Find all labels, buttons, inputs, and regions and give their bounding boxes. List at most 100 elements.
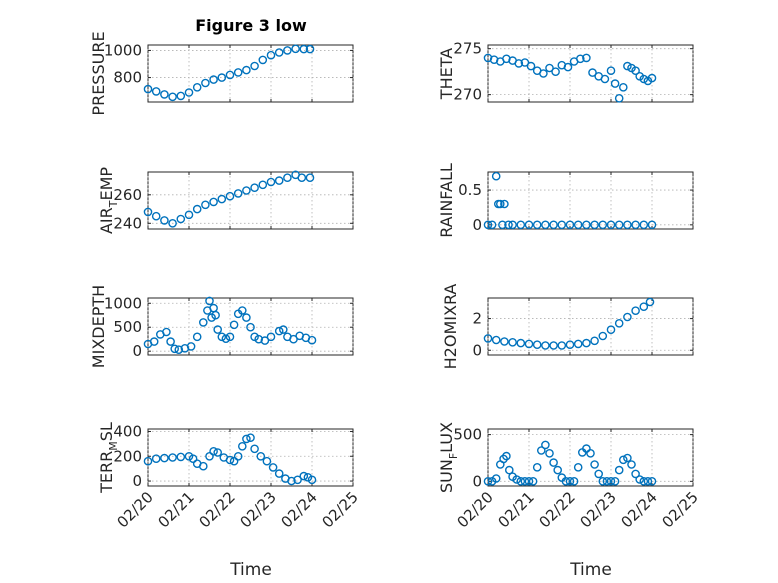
data-point bbox=[647, 220, 657, 230]
data-point bbox=[586, 448, 595, 458]
data-point bbox=[166, 337, 175, 346]
data-point bbox=[623, 453, 632, 463]
data-point bbox=[151, 454, 161, 464]
data-point bbox=[483, 476, 493, 486]
data-point bbox=[168, 92, 177, 102]
data-point bbox=[623, 61, 632, 71]
y-label-subscript: F bbox=[447, 453, 460, 459]
panel-theta: 270 275 THETA bbox=[437, 40, 694, 104]
data-point bbox=[598, 220, 608, 230]
data-point bbox=[614, 94, 624, 103]
data-point bbox=[260, 336, 270, 345]
data-point bbox=[291, 44, 300, 54]
y-axis-label: PRESSURE bbox=[89, 31, 108, 115]
y-axis-label: TERRMSL bbox=[97, 422, 120, 494]
x-ticks bbox=[487, 45, 694, 102]
data-point bbox=[516, 220, 526, 230]
data-point bbox=[600, 74, 610, 84]
data-point bbox=[614, 220, 624, 230]
data-point bbox=[293, 475, 302, 485]
data-point bbox=[233, 68, 243, 77]
data-point bbox=[504, 220, 513, 230]
x-axis-label-left: Time bbox=[229, 560, 272, 580]
data-point bbox=[565, 476, 575, 486]
data-point bbox=[639, 74, 649, 84]
data-point bbox=[508, 220, 517, 230]
data-point bbox=[606, 220, 616, 230]
x-tick-label: 02/22 bbox=[196, 488, 239, 531]
data-point bbox=[647, 476, 657, 486]
y-label-tail: EMP bbox=[97, 167, 116, 201]
y-tick-label: 500 bbox=[453, 426, 482, 444]
data-markers bbox=[143, 296, 317, 355]
x-ticks bbox=[147, 45, 354, 102]
x-tick-label: 02/24 bbox=[618, 488, 661, 531]
data-point bbox=[176, 214, 186, 224]
data-point bbox=[201, 200, 210, 210]
y-tick-label: 800 bbox=[113, 69, 142, 87]
data-point bbox=[209, 197, 218, 207]
data-point bbox=[184, 88, 194, 97]
data-point bbox=[237, 441, 247, 451]
y-ticks: 0 200 400 bbox=[113, 422, 353, 490]
data-point bbox=[545, 448, 554, 458]
y-tick-label: 270 bbox=[453, 86, 482, 104]
data-point bbox=[192, 332, 202, 342]
data-point bbox=[225, 332, 235, 342]
data-point bbox=[237, 306, 247, 315]
data-point bbox=[639, 476, 649, 486]
axes-frame bbox=[147, 428, 354, 487]
panel-air-temp: 240 260 AIRTEMP bbox=[97, 167, 354, 234]
y-ticks: 00.5 bbox=[458, 181, 693, 234]
data-point bbox=[590, 336, 599, 346]
data-point bbox=[143, 207, 153, 217]
data-point bbox=[645, 297, 655, 307]
data-point bbox=[229, 456, 239, 466]
data-point bbox=[266, 177, 276, 187]
data-point bbox=[225, 191, 235, 201]
y-label-main: THETA bbox=[437, 48, 456, 100]
x-tick-label: 02/25 bbox=[659, 488, 702, 531]
data-point bbox=[186, 342, 196, 351]
data-point bbox=[553, 465, 563, 475]
data-point bbox=[561, 476, 571, 486]
data-point bbox=[151, 87, 161, 96]
data-point bbox=[557, 220, 567, 230]
data-point bbox=[246, 322, 255, 332]
y-label-subscript: T bbox=[107, 200, 120, 208]
data-point bbox=[500, 199, 509, 209]
data-point bbox=[268, 463, 278, 472]
data-point bbox=[242, 313, 251, 322]
data-point bbox=[565, 220, 575, 230]
data-point bbox=[631, 469, 640, 479]
data-point bbox=[160, 216, 169, 225]
data-point bbox=[297, 173, 307, 182]
data-markers bbox=[143, 433, 317, 486]
data-point bbox=[541, 440, 550, 450]
grid bbox=[487, 429, 694, 486]
data-point bbox=[225, 455, 235, 465]
data-point bbox=[537, 446, 546, 455]
data-point bbox=[512, 475, 522, 484]
y-tick-label: 240 bbox=[113, 214, 142, 232]
data-markers bbox=[483, 53, 657, 103]
data-point bbox=[573, 462, 583, 472]
data-point bbox=[576, 54, 585, 64]
data-point bbox=[184, 210, 194, 220]
data-point bbox=[508, 337, 517, 347]
data-point bbox=[168, 218, 177, 228]
data-point bbox=[623, 312, 632, 322]
data-point bbox=[590, 460, 599, 469]
data-point bbox=[532, 340, 542, 350]
data-point bbox=[619, 83, 628, 92]
y-tick-label: 0 bbox=[472, 341, 482, 359]
data-point bbox=[639, 302, 649, 312]
data-point bbox=[532, 462, 542, 472]
data-point bbox=[262, 456, 272, 466]
data-point bbox=[528, 476, 538, 486]
data-point bbox=[635, 475, 645, 484]
x-tick-label: 02/21 bbox=[495, 488, 538, 531]
data-point bbox=[526, 61, 536, 71]
y-label-tail: SL bbox=[97, 422, 116, 441]
data-markers bbox=[143, 170, 315, 228]
